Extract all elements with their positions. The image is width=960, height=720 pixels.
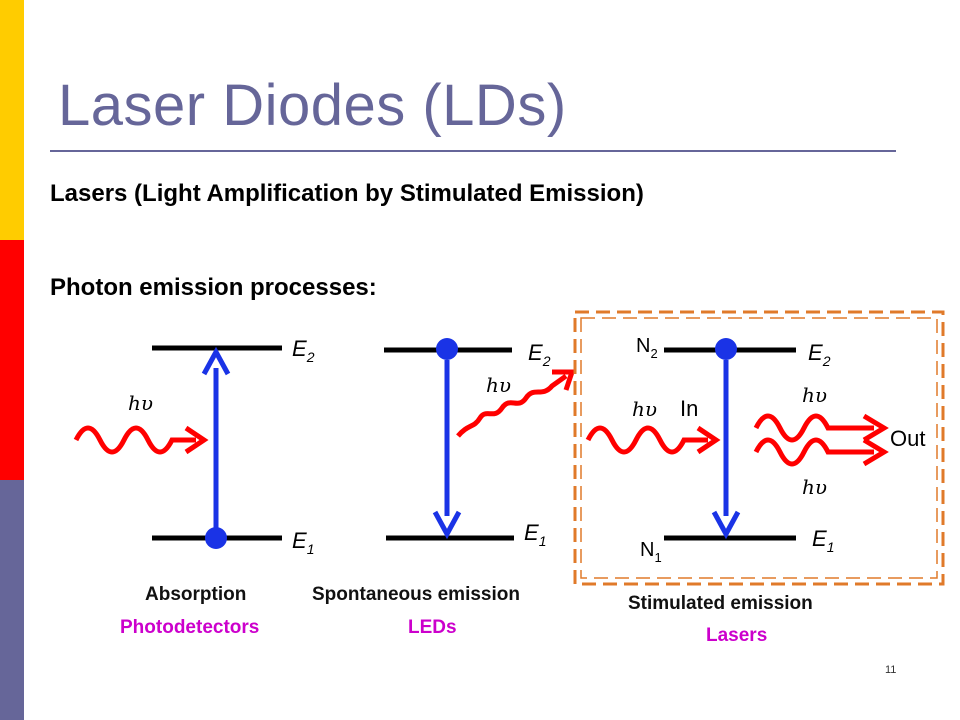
photon-wave-arrowhead [552,369,576,391]
incoming-photon-wave [585,425,708,455]
photon-wave [456,373,568,438]
highlight-box-inner [580,317,938,579]
absorption-arrowhead [201,346,231,376]
emission-arrowhead [711,510,741,540]
incoming-photon-arrowhead [696,425,721,455]
hv-label-upper: hυ [802,383,827,407]
bullet-lasers: Lasers (Light Amplification by Stimulate… [50,180,644,207]
stimulated-emission-label: Stimulated emission [628,593,813,614]
outgoing-photon-wave-1 [753,413,874,443]
hv-label: hυ [128,391,153,415]
photon-wave-arrowhead [184,425,209,455]
absorption-panel: hυ E2 E1 [73,336,315,557]
side-bar-yellow [0,0,24,240]
electron-dot [715,338,737,360]
n1-label: N1 [640,539,662,565]
bullet-photon-processes: Photon emission processes: [50,274,377,301]
absorption-label: Absorption [145,584,247,605]
in-label: In [680,396,698,421]
title-underline [50,150,896,152]
lasers-label: Lasers [706,625,768,646]
hv-label: hυ [486,373,511,397]
electron-dot [205,527,227,549]
hv-label-lower: hυ [802,475,827,499]
outgoing-arrowhead-1 [862,413,889,443]
slide-title: Laser Diodes (LDs) [58,73,567,138]
side-bar-purple [0,480,24,720]
hv-label: hυ [632,397,657,421]
highlight-box [573,310,945,586]
outgoing-arrowhead-2 [862,437,889,467]
out-label: Out [890,426,925,451]
spontaneous-emission-label: Spontaneous emission [312,584,520,605]
e2-label: E2 [528,340,551,369]
e1-label: E1 [812,526,834,555]
e1-label: E1 [524,520,546,549]
e2-label: E2 [808,340,831,369]
outgoing-photon-wave-2 [753,437,874,467]
photon-wave [73,425,196,455]
e1-label: E1 [292,528,314,557]
e2-label: E2 [292,336,315,365]
spontaneous-panel: hυ E2 E1 [384,338,576,549]
n2-label: N2 [636,335,658,361]
stimulated-panel: hυ In hυ hυ Out N2 N1 E2 E1 [573,310,945,586]
emission-arrowhead [432,510,462,540]
photodetectors-label: Photodetectors [120,617,260,638]
leds-label: LEDs [408,617,457,638]
side-bar-red [0,240,24,480]
electron-dot [436,338,458,360]
page-number: 11 [885,664,897,676]
